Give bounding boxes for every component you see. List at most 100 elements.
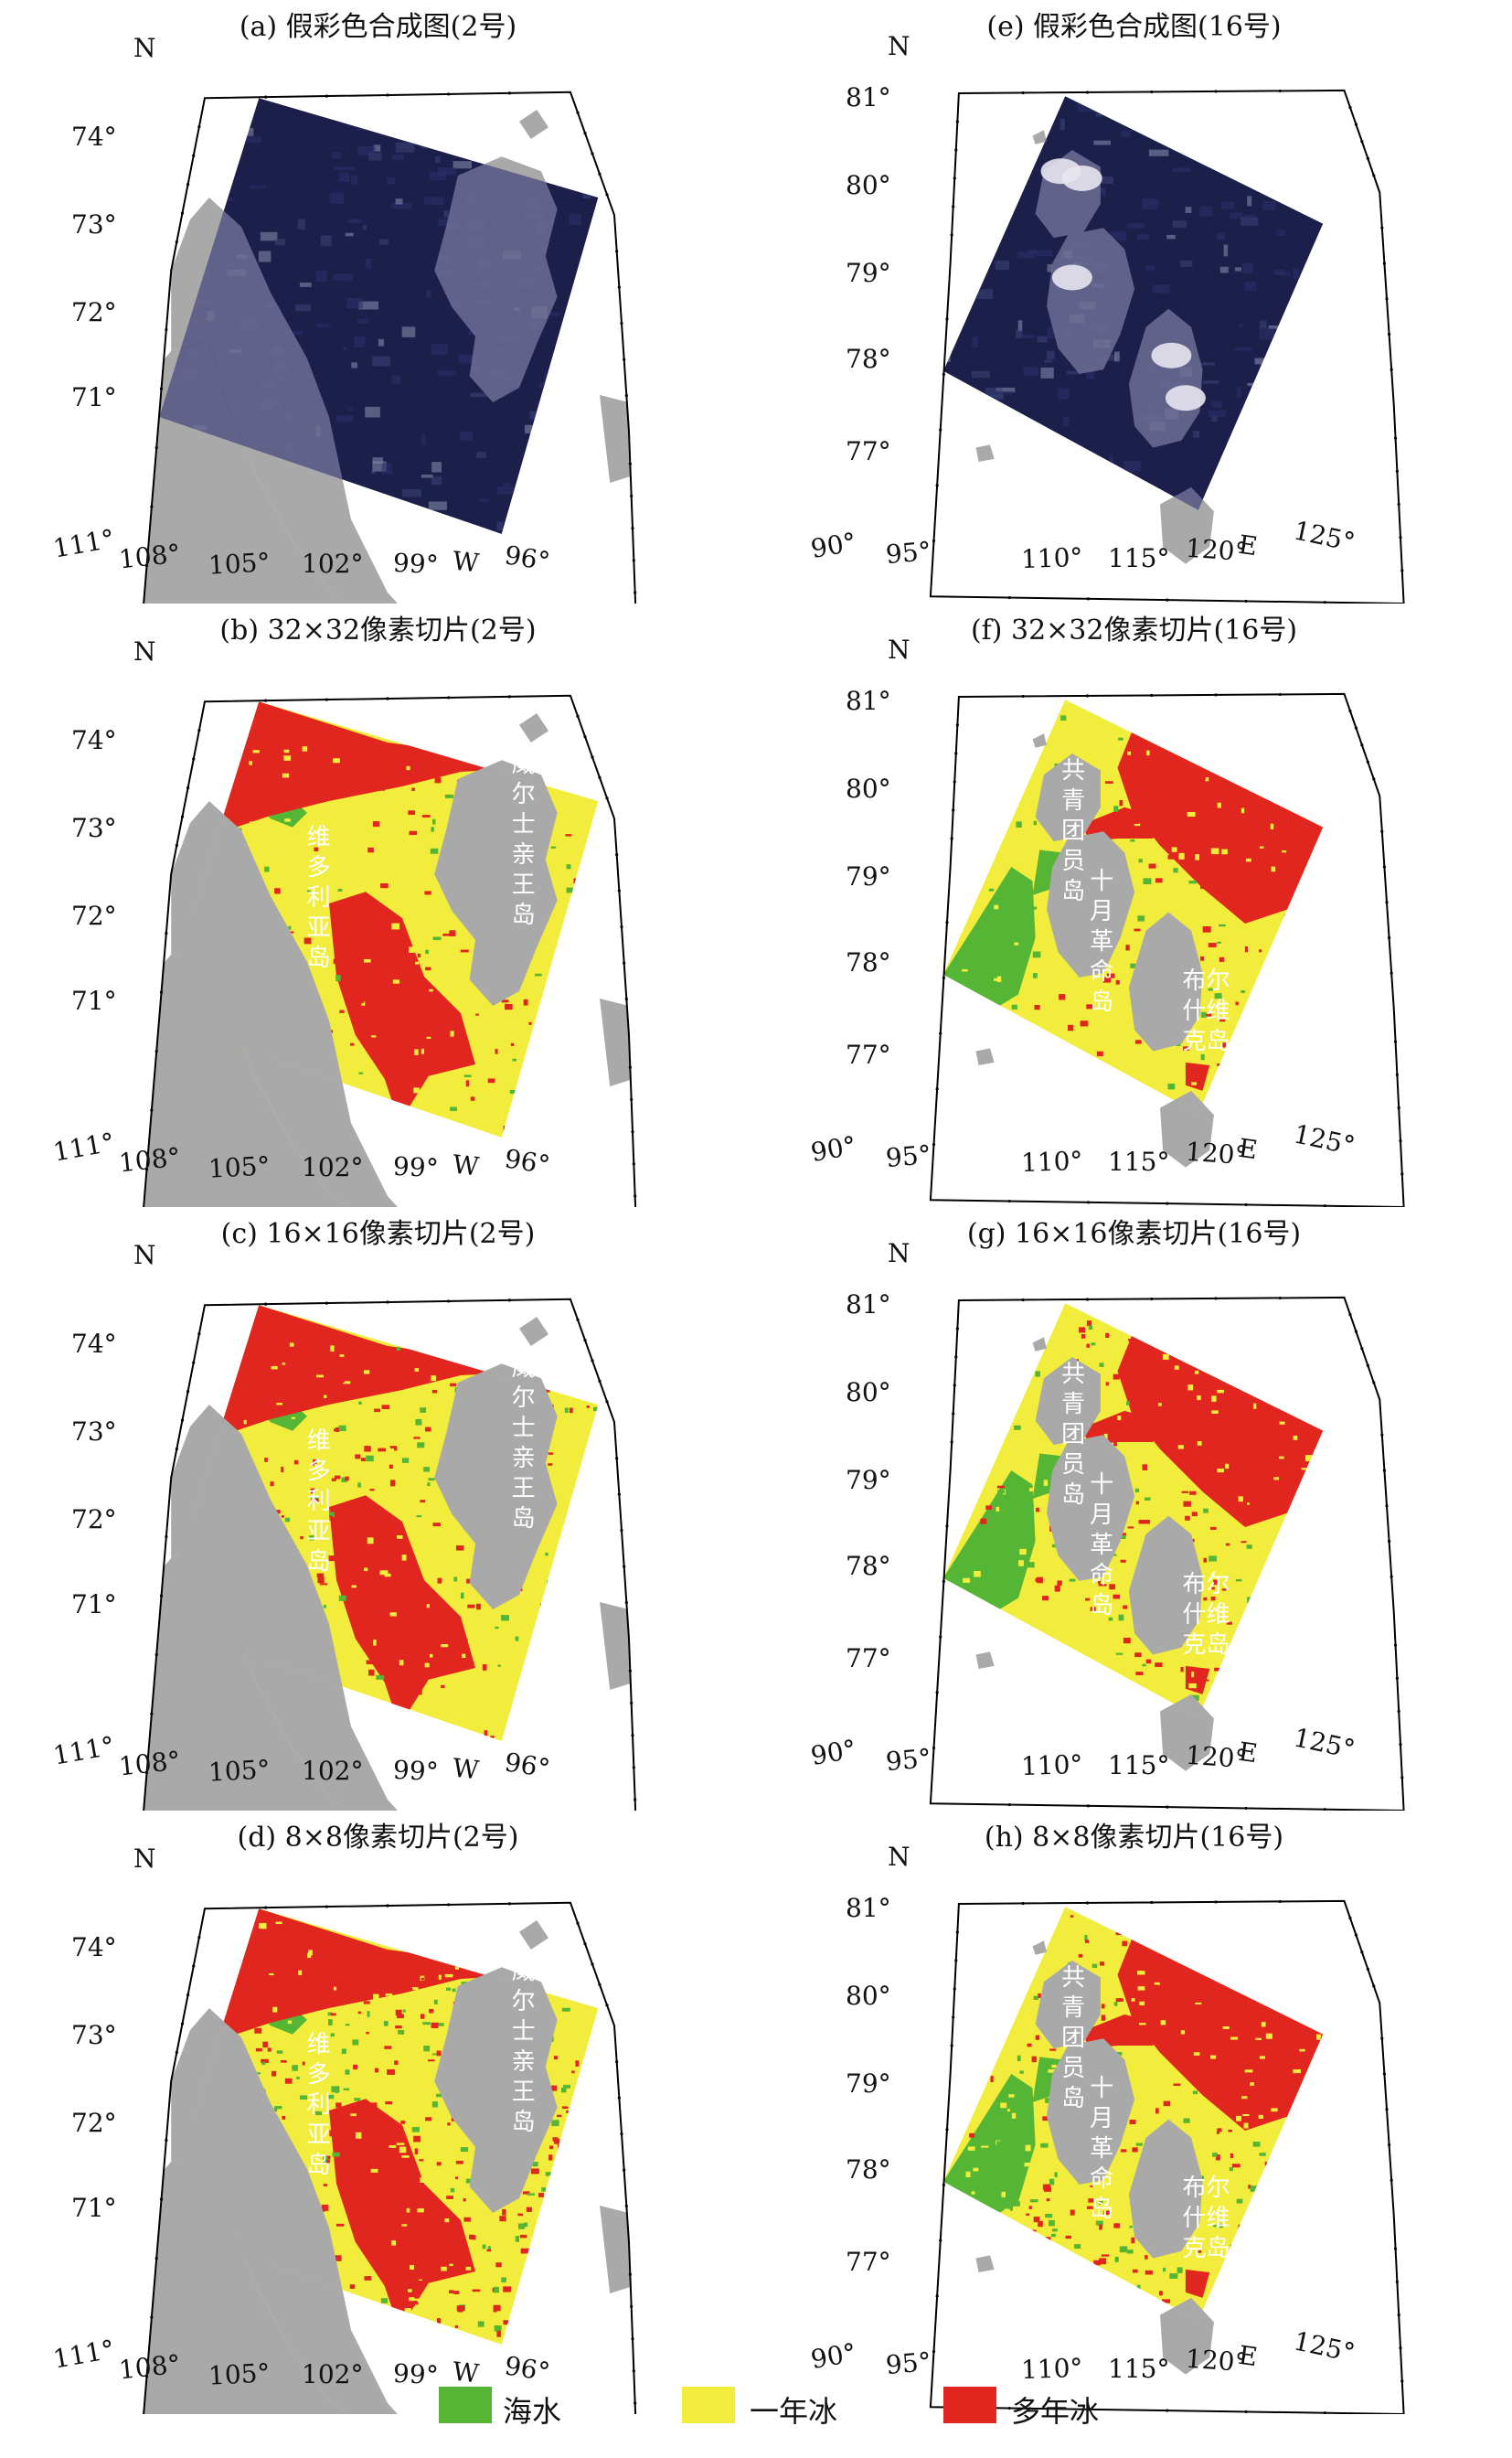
legend-swatch-first-year-ice xyxy=(682,2387,735,2423)
latitude-label: 78° xyxy=(846,2154,891,2185)
longitude-label: 110° xyxy=(1020,1145,1084,1179)
map-canvas-f xyxy=(929,692,1405,1207)
multi-year-ice-area-0 xyxy=(212,701,519,830)
multi-year-ice-area-1 xyxy=(329,1495,475,1726)
latitude-label: 77° xyxy=(846,1643,891,1673)
latitude-label: 78° xyxy=(846,344,891,375)
island-label: 共青团员岛 xyxy=(1061,1964,1086,2113)
longitude-label: 105° xyxy=(208,1150,272,1184)
legend-label-first-year-ice: 一年冰 xyxy=(750,2394,838,2429)
longitude-label: 115° xyxy=(1108,543,1170,573)
swath-land-2 xyxy=(434,760,558,1006)
island-label: 维多利亚岛 xyxy=(306,2031,331,2179)
latitude-label: 74° xyxy=(71,121,117,152)
latitude-label: 71° xyxy=(71,1589,117,1620)
map-panel-e: (e) 假彩色合成图(16号) N 81° 80° 79° 78° 77° 90° 95° 110… xyxy=(756,0,1512,604)
north-label: N xyxy=(133,33,156,63)
latitude-label: 81° xyxy=(846,81,891,112)
longitude-label: 102° xyxy=(302,1756,364,1786)
swath-land-1 xyxy=(1047,1435,1135,1581)
swath-land-0 xyxy=(1035,1961,1101,2049)
longitude-label: 108° xyxy=(117,1745,182,1782)
latitude-label: 78° xyxy=(846,1551,891,1582)
latitude-label: 80° xyxy=(846,169,891,200)
latitude-label: 74° xyxy=(71,1328,117,1359)
latitude-label: 77° xyxy=(846,436,891,466)
base-land-4 xyxy=(975,1651,995,1669)
latitude-label: 71° xyxy=(71,2193,117,2224)
north-label: N xyxy=(133,636,156,667)
longitude-label: 108° xyxy=(117,1141,182,1179)
map-panel-d: (d) 8×8像素切片(2号) N 74° 73° 72° 71° 111° 108° 105°… xyxy=(0,1811,756,2414)
map-canvas-g xyxy=(929,1296,1405,1811)
north-label: N xyxy=(888,1238,910,1268)
hemisphere-label: W xyxy=(451,545,481,579)
map-panel-c: (c) 16×16像素切片(2号) N 74° 73° 72° 71° 111° 108° 10… xyxy=(0,1207,756,1811)
panel-title-g: (g) 16×16像素切片(16号) xyxy=(966,1218,1302,1250)
latitude-label: 81° xyxy=(846,1288,891,1320)
map-panel-h: (h) 8×8像素切片(16号) N 81° 80° 79° 78° 77° 90° 95° 11… xyxy=(756,1811,1512,2414)
latitude-label: 77° xyxy=(846,1040,891,1070)
swath-land-2 xyxy=(1128,2119,1203,2259)
base-land-5 xyxy=(1032,733,1047,748)
swath-land-1 xyxy=(171,2008,417,2345)
panel-title-a: (a) 假彩色合成图(2号) xyxy=(239,11,517,43)
base-land-4 xyxy=(519,1920,548,1950)
base-land-5 xyxy=(1032,130,1047,144)
longitude-label: 105° xyxy=(208,1754,272,1788)
legend-label-sea-water: 海水 xyxy=(503,2394,562,2429)
latitude-label: 79° xyxy=(846,1464,891,1495)
swath-land-2 xyxy=(1128,1515,1203,1655)
latitude-label: 79° xyxy=(846,2068,891,2099)
panel-title-h: (h) 8×8像素切片(16号) xyxy=(984,1822,1284,1854)
latitude-label: 79° xyxy=(846,257,891,288)
island-label: 威尔士亲王岛 xyxy=(511,751,536,929)
base-land-3 xyxy=(600,1602,634,1690)
longitude-label: 110° xyxy=(1020,1748,1084,1782)
island-label: 威尔士亲王岛 xyxy=(511,1354,536,1533)
swath-land-1 xyxy=(1047,2038,1135,2185)
latitude-label: 80° xyxy=(846,1376,891,1407)
base-land-4 xyxy=(975,1048,995,1065)
swath-land-0 xyxy=(1035,1357,1101,1446)
swath-land-0 xyxy=(1035,753,1101,842)
swath-land-2 xyxy=(434,1967,558,2213)
island-label: 十月革命岛 xyxy=(1090,2075,1114,2223)
island-label: 共青团员岛 xyxy=(1061,757,1086,906)
longitude-label: 95° xyxy=(884,1138,932,1174)
sea-water-area-0 xyxy=(942,867,1036,1012)
island-label: 布尔什维克岛 xyxy=(1182,1570,1230,1659)
legend: 海水 一年冰 多年冰 xyxy=(0,2378,1512,2442)
base-land-5 xyxy=(1032,1940,1047,1955)
latitude-label: 73° xyxy=(71,209,117,240)
island-label: 十月革命岛 xyxy=(1090,868,1114,1016)
base-land-4 xyxy=(519,713,548,743)
north-label: N xyxy=(133,1844,156,1874)
latitude-label: 72° xyxy=(71,297,117,328)
base-land-3 xyxy=(1160,486,1214,564)
longitude-label: 102° xyxy=(302,2359,364,2389)
panel-title-b: (b) 32×32像素切片(2号) xyxy=(219,614,537,647)
island-label: 维多利亚岛 xyxy=(306,1427,331,1576)
longitude-label: 102° xyxy=(302,549,364,579)
base-land-4 xyxy=(519,110,548,139)
map-canvas-b xyxy=(142,694,637,1207)
north-label: N xyxy=(888,635,910,665)
latitude-label: 72° xyxy=(71,901,117,932)
latitude-label: 78° xyxy=(846,947,891,978)
base-land-3 xyxy=(600,2206,634,2293)
swath-land-1 xyxy=(171,801,417,1138)
map-panel-f: (f) 32×32像素切片(16号) N 81° 80° 79° 78° 77° 90° 95°… xyxy=(756,604,1512,1207)
longitude-label: 95° xyxy=(884,535,932,571)
map-canvas-e xyxy=(929,89,1405,604)
multi-year-ice-area-0 xyxy=(212,1908,519,2037)
longitude-label: 115° xyxy=(1108,1147,1170,1177)
longitude-label: 99° xyxy=(392,1150,440,1184)
longitude-label: 105° xyxy=(208,547,272,581)
island-label: 威尔士亲王岛 xyxy=(511,1958,536,2136)
legend-label-multi-year-ice: 多年冰 xyxy=(1011,2394,1100,2429)
latitude-label: 81° xyxy=(846,685,891,716)
latitude-label: 74° xyxy=(71,724,117,755)
map-canvas-c xyxy=(142,1298,637,1811)
latitude-label: 71° xyxy=(71,382,117,413)
